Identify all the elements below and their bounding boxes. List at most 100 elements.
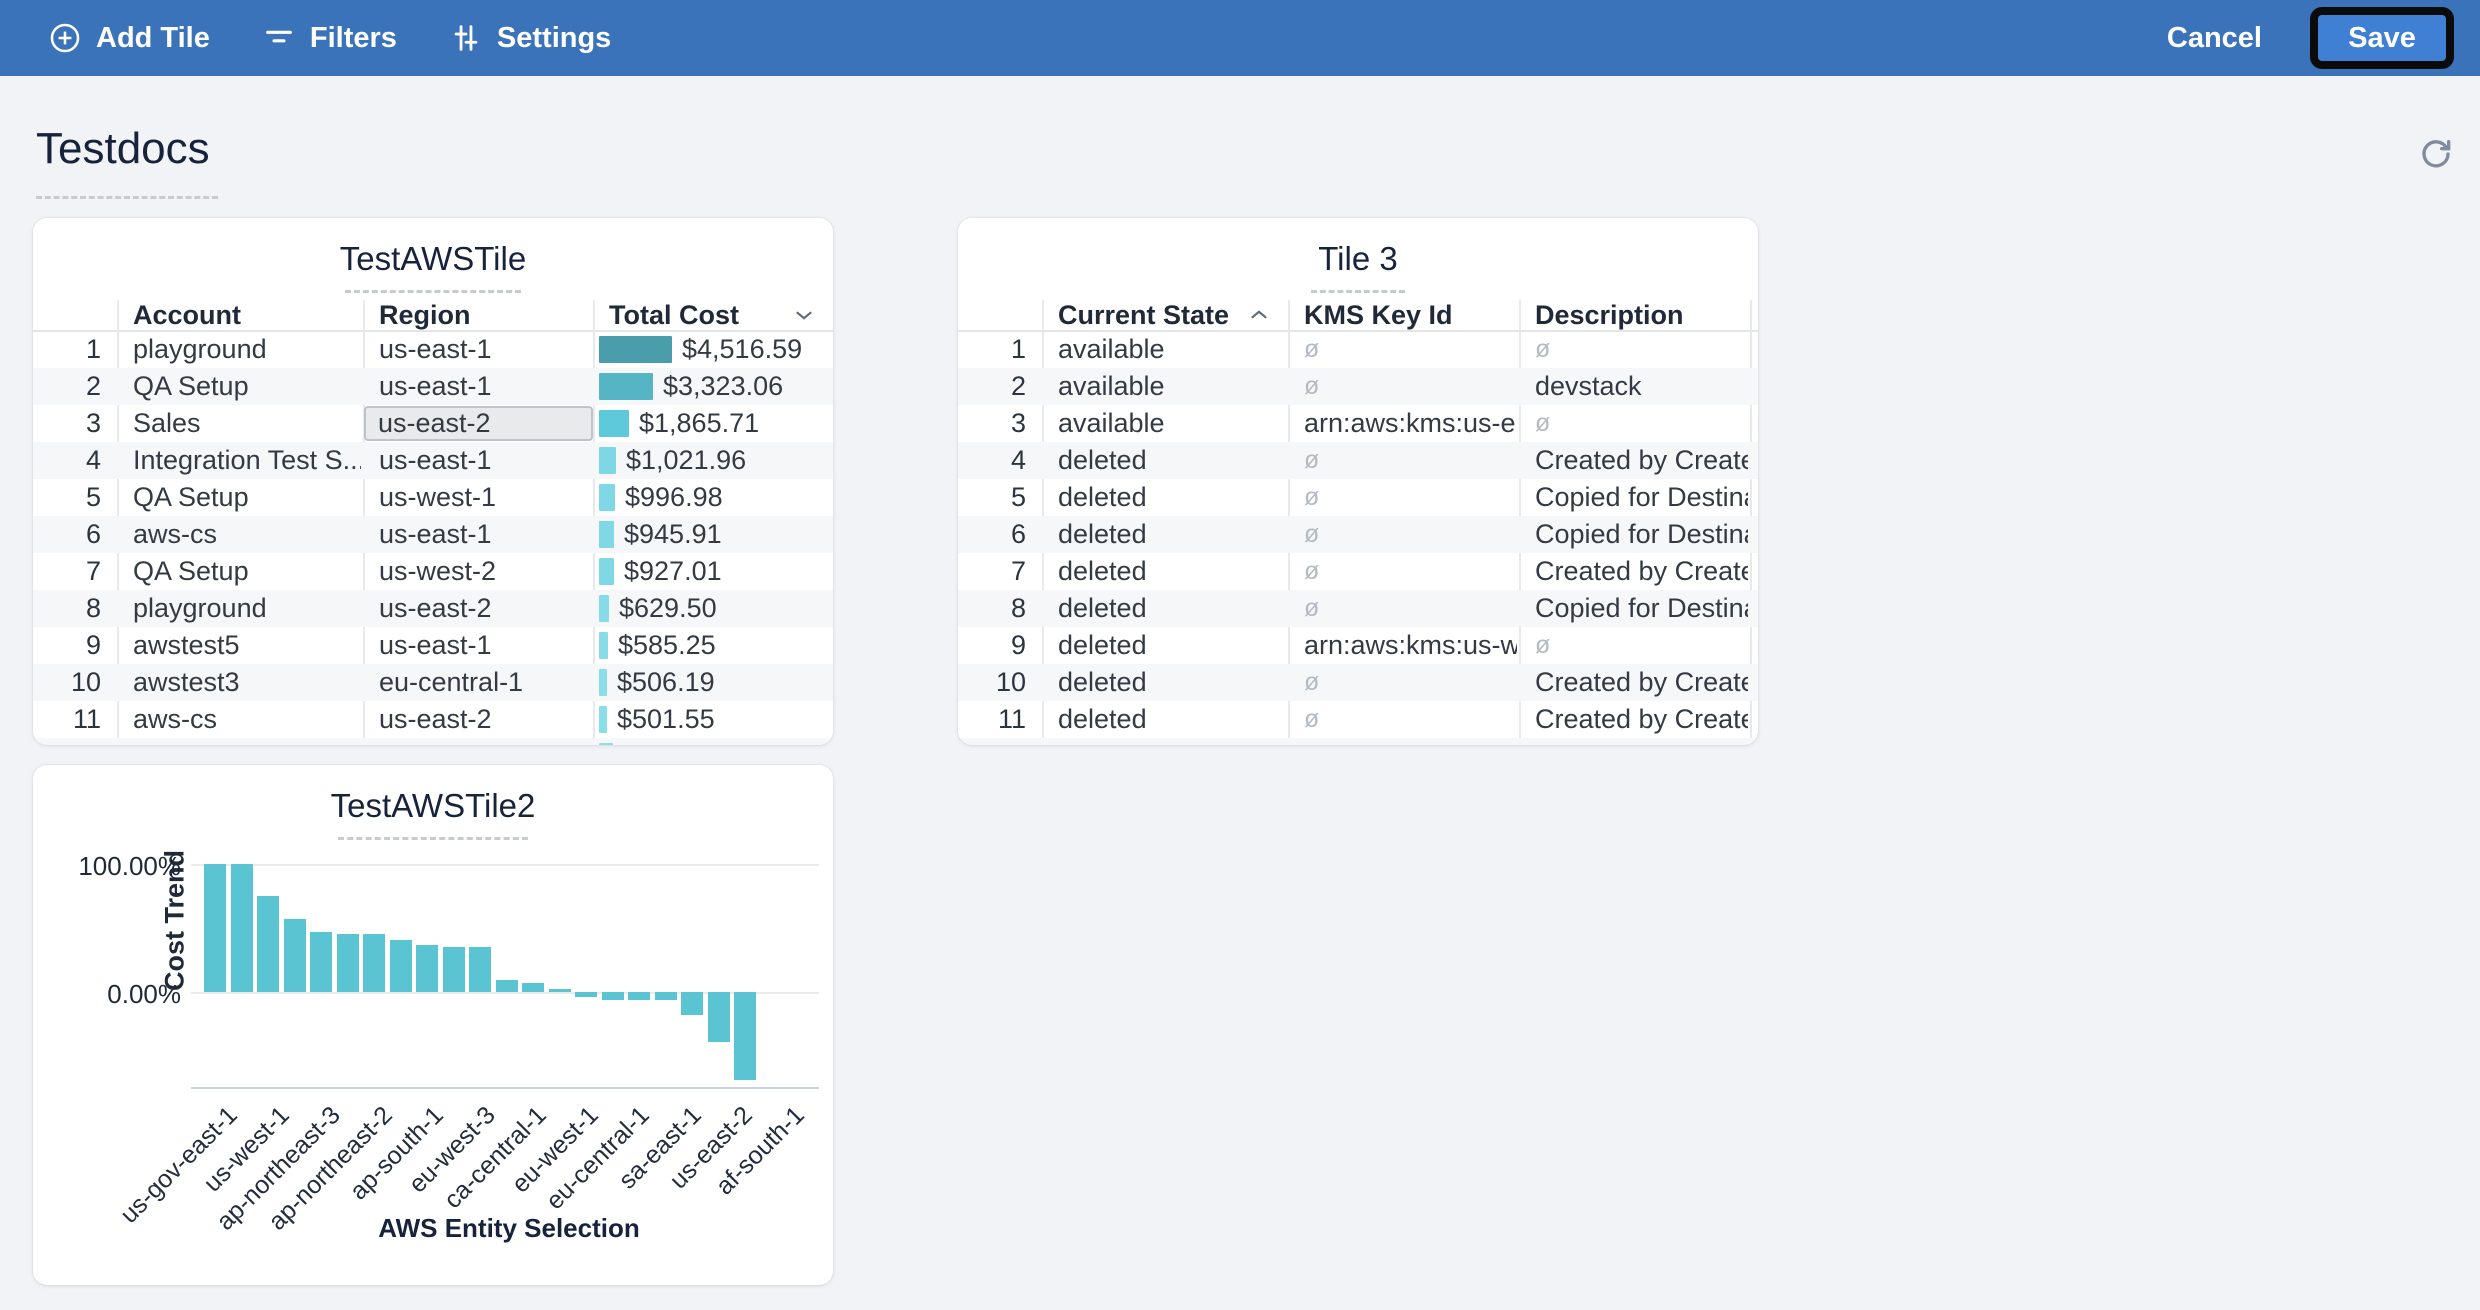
chart-bar[interactable] (231, 864, 253, 992)
cell-account[interactable]: QA Setup (133, 556, 249, 586)
cell-account[interactable]: awstest3 (133, 667, 240, 697)
cell-description[interactable]: Copied for Destina... (1535, 482, 1748, 512)
cell-region[interactable]: us-east-1 (379, 334, 492, 364)
chart-bar[interactable] (390, 940, 412, 992)
table-row[interactable]: 2 available ø devstack (958, 368, 1758, 405)
cell-current-state[interactable]: deleted (1058, 630, 1147, 660)
table-row[interactable]: 5 QA Setup us-west-1 $996.98 (33, 479, 833, 516)
table-row[interactable]: 4 deleted ø Created by Create... (958, 442, 1758, 479)
cell-total-cost[interactable]: $996.98 (595, 479, 833, 516)
chart-bar[interactable] (416, 945, 438, 992)
tile-title[interactable]: TestAWSTile (339, 240, 527, 277)
cell-current-state[interactable]: deleted (1058, 482, 1147, 512)
cell-account[interactable]: playground (133, 593, 267, 623)
cell-total-cost[interactable]: $927.01 (595, 553, 833, 590)
tile-title[interactable]: TestAWSTile2 (330, 787, 536, 824)
chart-bar[interactable] (655, 992, 677, 1000)
cell-account[interactable]: Integration Test S... (133, 445, 361, 475)
table-row[interactable]: 5 deleted ø Copied for Destina... (958, 479, 1758, 516)
table-row[interactable]: 7 QA Setup us-west-2 $927.01 (33, 553, 833, 590)
chart-bar[interactable] (443, 947, 465, 992)
cell-current-state[interactable]: deleted (1058, 667, 1147, 697)
cell-region[interactable]: us-west-2 (379, 556, 497, 586)
table-row[interactable]: 4 Integration Test S... us-east-1 $1,021.96 (33, 442, 833, 479)
cell-total-cost[interactable]: $4,516.59 (595, 331, 833, 368)
filters-button[interactable]: Filters (262, 21, 397, 55)
cell-region[interactable]: us-west-1 (379, 482, 497, 512)
chart-bar[interactable] (575, 992, 597, 997)
cell-current-state[interactable]: deleted (1058, 593, 1147, 623)
table-row[interactable]: 11 deleted ø Created by Create... (958, 701, 1758, 738)
chart-bar[interactable] (681, 992, 703, 1015)
table-row[interactable]: 7 deleted ø Created by Create... (958, 553, 1758, 590)
chart-bar[interactable] (522, 983, 544, 992)
cell-description[interactable]: Created by Create... (1535, 704, 1748, 734)
cell-kms-key-id[interactable]: ø (1290, 664, 1517, 701)
cell-kms-key-id[interactable]: arn:aws:kms:us-w... (1304, 630, 1517, 660)
cell-kms-key-id[interactable]: ø (1290, 701, 1517, 738)
column-header-total-cost[interactable]: Total Cost (595, 300, 833, 330)
column-header-description[interactable]: Description (1535, 299, 1684, 330)
column-header-kms-key-id[interactable]: KMS Key Id (1304, 299, 1453, 330)
chart-bar[interactable] (602, 992, 624, 1000)
cell-region[interactable]: us-east-1 (379, 371, 492, 401)
chart-bar[interactable] (284, 919, 306, 992)
cell-region[interactable]: us-east-1 (379, 630, 492, 660)
table-row[interactable]: 6 aws-cs us-east-1 $945.91 (33, 516, 833, 553)
cell-current-state[interactable]: available (1058, 334, 1165, 364)
cell-description[interactable]: ø (1521, 405, 1748, 442)
cell-description[interactable]: ø (1521, 331, 1748, 368)
cell-total-cost[interactable]: $1,021.96 (595, 442, 833, 479)
chart-bar[interactable] (628, 992, 650, 1000)
cell-kms-key-id[interactable]: ø (1290, 368, 1517, 405)
cell-kms-key-id[interactable]: ø (1290, 516, 1517, 553)
cell-region[interactable]: us-east-2 (379, 704, 492, 734)
table-row[interactable]: 1 available ø ø (958, 331, 1758, 368)
cell-description[interactable]: Created by Create... (1535, 667, 1748, 697)
cell-kms-key-id[interactable]: ø (1290, 442, 1517, 479)
chart-bar[interactable] (469, 947, 491, 992)
cell-description[interactable]: Created by Create... (1535, 445, 1748, 475)
add-tile-button[interactable]: Add Tile (48, 21, 210, 55)
cell-account[interactable]: QA Setup (133, 482, 249, 512)
cell-region[interactable]: us-east-1 (379, 445, 492, 475)
cell-description[interactable]: devstack (1535, 371, 1642, 401)
cell-region[interactable]: us-east-1 (379, 519, 492, 549)
table-row[interactable]: 3 available arn:aws:kms:us-e... ø (958, 405, 1758, 442)
table-row[interactable]: 3 Sales us-east-2 $1,865.71 (33, 405, 833, 442)
cell-description[interactable]: Copied for Destina... (1535, 519, 1748, 549)
table-row[interactable]: 9 awstest5 us-east-1 $585.25 (33, 627, 833, 664)
chart-bar[interactable] (204, 864, 226, 992)
table-row[interactable]: 10 deleted ø Created by Create... (958, 664, 1758, 701)
cell-total-cost[interactable]: $1,865.71 (595, 405, 833, 442)
cell-region[interactable]: us-east-2 (379, 593, 492, 623)
tile-testawstile[interactable]: TestAWSTile Account Region Total Cost 1 p… (33, 218, 833, 745)
chart-bar[interactable] (549, 989, 571, 992)
chart-bar[interactable] (363, 934, 385, 992)
cell-current-state[interactable]: available (1058, 408, 1165, 438)
chart-bar[interactable] (496, 980, 518, 992)
tile-testawstile2[interactable]: TestAWSTile2 Cost Trend 100.00% 0.00% us… (33, 765, 833, 1285)
cell-kms-key-id[interactable]: arn:aws:kms:us-e... (1304, 408, 1517, 438)
cell-total-cost[interactable]: $585.25 (595, 627, 833, 664)
cell-current-state[interactable]: available (1058, 371, 1165, 401)
cell-description[interactable]: Copied for Destina... (1535, 593, 1748, 623)
chart-bar[interactable] (734, 992, 756, 1080)
cell-total-cost[interactable]: $501.55 (595, 701, 833, 738)
cell-account[interactable]: aws-cs (133, 519, 218, 549)
tile-title[interactable]: Tile 3 (1318, 240, 1398, 277)
cell-description[interactable]: Created by Create... (1535, 556, 1748, 586)
cell-current-state[interactable]: deleted (1058, 445, 1147, 475)
cell-current-state[interactable]: deleted (1058, 519, 1147, 549)
cell-description[interactable]: ø (1521, 627, 1748, 664)
cell-current-state[interactable]: deleted (1058, 556, 1147, 586)
table-row[interactable]: 2 QA Setup us-east-1 $3,323.06 (33, 368, 833, 405)
table-row[interactable]: 8 playground us-east-2 $629.50 (33, 590, 833, 627)
cell-current-state[interactable]: deleted (1058, 704, 1147, 734)
column-header-account[interactable]: Account (133, 299, 241, 330)
cell-kms-key-id[interactable]: ø (1290, 331, 1517, 368)
refresh-button[interactable] (2414, 134, 2458, 178)
table-row[interactable]: 6 deleted ø Copied for Destina... (958, 516, 1758, 553)
cell-region[interactable]: eu-central-1 (379, 667, 524, 697)
table-row[interactable]: 11 aws-cs us-east-2 $501.55 (33, 701, 833, 738)
